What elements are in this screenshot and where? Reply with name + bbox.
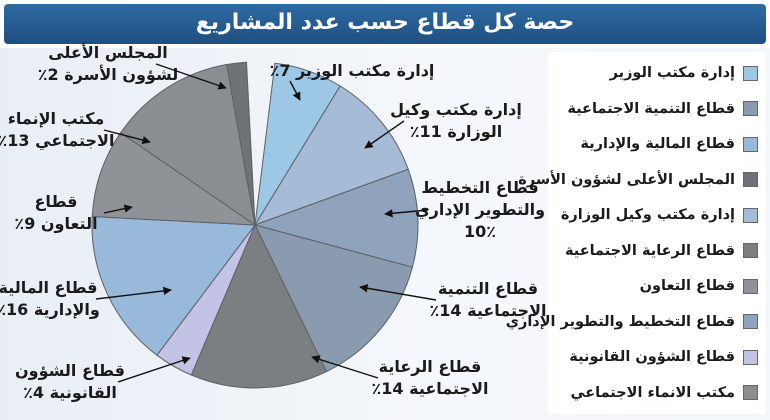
- legend-swatch: [743, 172, 758, 187]
- legend-item: قطاع الشؤون القانونية: [552, 342, 758, 372]
- legend-item: إدارة مكتب وكيل الوزارة: [552, 200, 758, 230]
- legend-label: قطاع الشؤون القانونية: [569, 349, 735, 365]
- legend-swatch: [743, 207, 758, 223]
- label-arrow: [359, 284, 437, 301]
- legend-item: مكتب الانماء الاجتماعي: [552, 378, 758, 408]
- legend-label: قطاع الرعاية الاجتماعية: [564, 242, 735, 259]
- slice-label: إدارة مكتب وكيل الوزارة 11٪: [390, 100, 522, 141]
- legend-item: إدارة مكتب الوزير: [552, 58, 758, 88]
- legend-swatch: [743, 349, 758, 365]
- pie-slice: [254, 224, 414, 373]
- label-arrow: [103, 204, 133, 214]
- legend-swatch: [743, 385, 758, 400]
- legend-label: مكتب الانماء الاجتماعي: [570, 384, 735, 401]
- label-arrow: [384, 209, 429, 218]
- legend-label: إدارة مكتب وكيل الوزارة: [560, 207, 735, 223]
- legend-swatch: [743, 243, 758, 258]
- label-arrow: [103, 129, 151, 145]
- legend-label: قطاع التخطيط والتطوير الإداري: [505, 313, 735, 330]
- label-arrow: [364, 120, 405, 149]
- label-arrow: [311, 355, 379, 379]
- legend-label: المجلس الأعلى لشؤون الأسرة: [518, 171, 735, 188]
- chart-title: حصة كل قطاع حسب عدد المشاريع: [195, 10, 575, 35]
- legend-item: قطاع الرعاية الاجتماعية: [552, 236, 758, 266]
- pie-slice: [226, 61, 256, 226]
- legend-swatch: [743, 65, 758, 81]
- title-bar: حصة كل قطاع حسب عدد المشاريع: [4, 4, 766, 44]
- legend-item: قطاع التخطيط والتطوير الإداري: [506, 307, 758, 337]
- pie-slice: [120, 63, 256, 227]
- label-arrow: [117, 356, 191, 383]
- pie-slice: [190, 223, 328, 389]
- legend-item: قطاع التنمية الاجتماعية: [552, 94, 758, 124]
- legend-swatch: [743, 314, 758, 329]
- legend-swatch: [743, 101, 758, 116]
- pie-slice: [253, 85, 409, 226]
- legend-swatch: [743, 136, 758, 152]
- legend-label: قطاع التنمية الاجتماعية: [567, 100, 735, 117]
- pie-slice: [253, 168, 419, 268]
- slice-label: قطاع الشؤون القانونية 4٪: [15, 361, 125, 402]
- legend-item: المجلس الأعلى لشؤون الأسرة: [518, 165, 758, 195]
- slice-label: قطاع الرعاية الاجتماعية 14٪: [372, 357, 489, 398]
- legend-label: قطاع التعاون: [639, 278, 735, 294]
- slice-label: قطاع التعاون 9٪: [14, 192, 97, 233]
- label-arrow: [95, 286, 172, 300]
- legend-label: قطاع المالية والإدارية: [580, 136, 735, 152]
- legend-swatch: [743, 278, 758, 294]
- slice-label: قطاع التخطيط والتطوير الإداري 10٪: [415, 178, 545, 241]
- pie-slice: [91, 215, 256, 356]
- slice-label: إدارة مكتب الوزير 7٪: [270, 61, 435, 80]
- legend-label: إدارة مكتب الوزير: [609, 65, 735, 81]
- label-arrow: [155, 63, 227, 90]
- slice-label: المجلس الأعلى لشؤون الأسرة 2٪: [38, 43, 179, 84]
- legend: إدارة مكتب الوزير قطاع التنمية الاجتماعية…: [506, 52, 766, 414]
- label-arrow: [289, 80, 301, 101]
- slice-label: قطاع التنمية الاجتماعية 14٪: [430, 279, 547, 320]
- legend-item: قطاع التعاون: [552, 271, 758, 301]
- legend-item: قطاع المالية والإدارية: [552, 129, 758, 159]
